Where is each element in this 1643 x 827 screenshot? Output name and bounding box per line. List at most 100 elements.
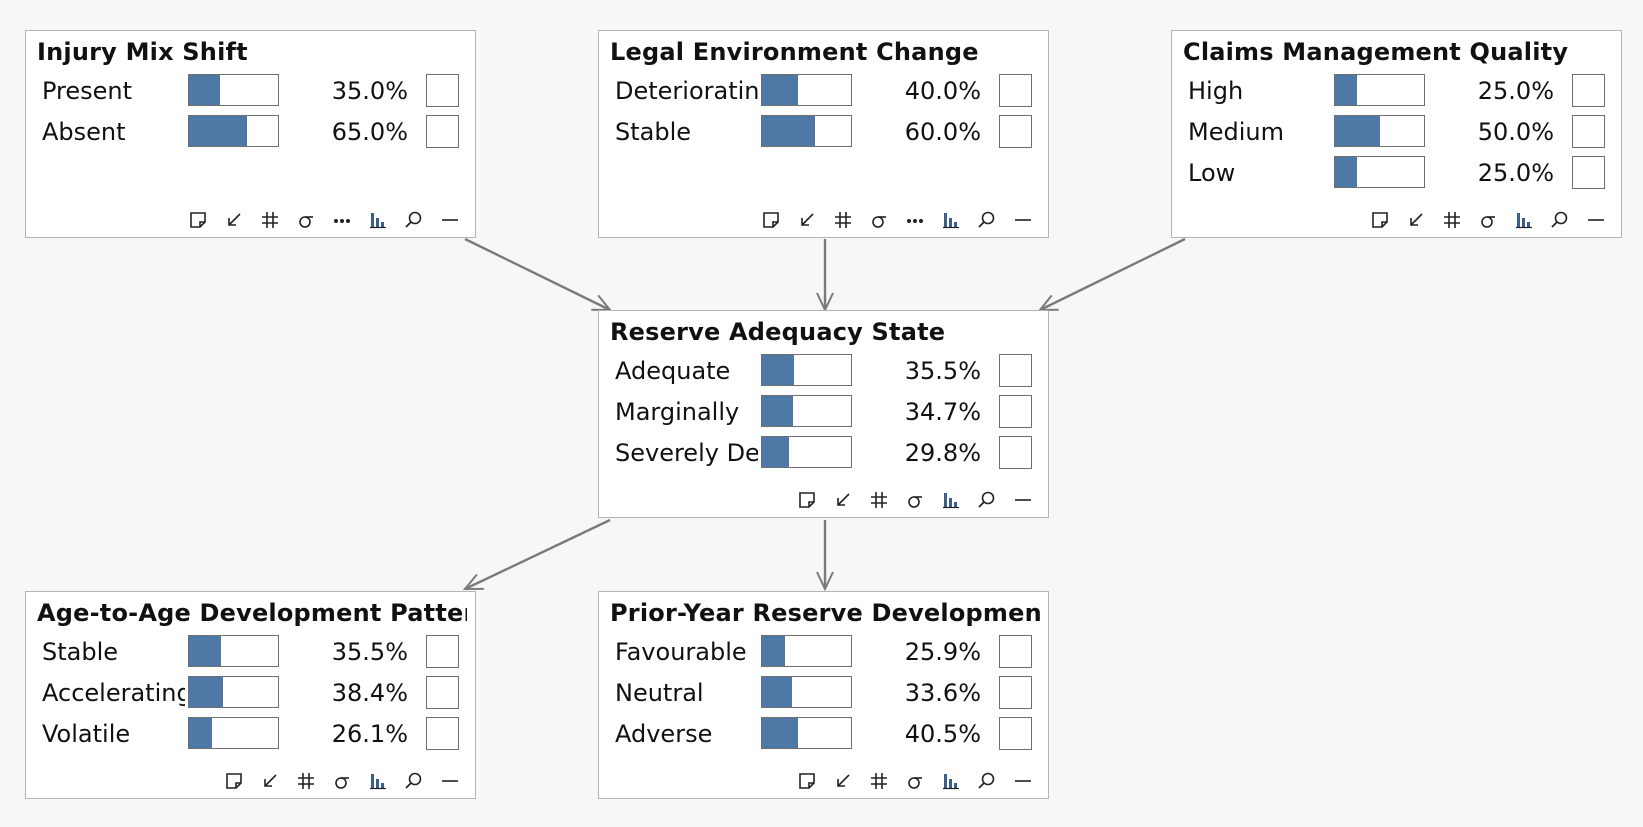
- node-age-to-age-development-pattern[interactable]: Age-to-Age Development Pattern Stable 35.…: [25, 591, 476, 799]
- edge-claims-to-reserve[interactable]: [1040, 237, 1186, 312]
- state-probability: 65.0%: [331, 118, 408, 146]
- arrow-in-icon[interactable]: [257, 770, 283, 792]
- minimize-icon[interactable]: [1583, 209, 1609, 231]
- bar-chart-icon[interactable]: [1511, 209, 1537, 231]
- note-icon[interactable]: [794, 770, 820, 792]
- node-claims-management-quality[interactable]: Claims Management Quality High 25.0% Mediu…: [1171, 30, 1622, 238]
- arrow-in-icon[interactable]: [221, 209, 247, 231]
- node-reserve-adequacy-state[interactable]: Reserve Adequacy State Adequate 35.5% Marg…: [598, 310, 1049, 518]
- probability-bar-fill: [189, 116, 247, 146]
- probability-bar-fill: [1335, 75, 1358, 105]
- evidence-checkbox[interactable]: [999, 395, 1032, 428]
- edge-reserve-to-age[interactable]: [465, 518, 611, 591]
- hash-icon[interactable]: [1439, 209, 1465, 231]
- evidence-checkbox[interactable]: [426, 74, 459, 107]
- evidence-checkbox[interactable]: [426, 676, 459, 709]
- zoom-icon[interactable]: [401, 209, 427, 231]
- state-row: Stable 60.0%: [599, 115, 1048, 149]
- evidence-checkbox[interactable]: [1572, 115, 1605, 148]
- bar-chart-icon[interactable]: [938, 770, 964, 792]
- sigma-icon[interactable]: [902, 770, 928, 792]
- state-probability: 33.6%: [904, 679, 981, 707]
- state-label: High: [1188, 77, 1244, 105]
- state-label: Present: [42, 77, 133, 105]
- probability-bar-fill: [189, 75, 221, 105]
- arrow-in-icon[interactable]: [830, 770, 856, 792]
- evidence-checkbox[interactable]: [999, 635, 1032, 668]
- zoom-icon[interactable]: [974, 770, 1000, 792]
- more-icon[interactable]: [329, 209, 355, 231]
- arrow-in-icon[interactable]: [830, 489, 856, 511]
- state-label: Adverse: [615, 720, 713, 748]
- sigma-icon[interactable]: [293, 209, 319, 231]
- evidence-checkbox[interactable]: [999, 115, 1032, 148]
- edge-injury-to-reserve[interactable]: [464, 237, 610, 312]
- node-toolbar: [794, 489, 1036, 511]
- node-legal-environment-change[interactable]: Legal Environment Change Deteriorating 40…: [598, 30, 1049, 238]
- probability-bar-fill: [1335, 157, 1358, 187]
- bar-chart-icon[interactable]: [938, 209, 964, 231]
- probability-bar: [1334, 115, 1425, 147]
- evidence-checkbox[interactable]: [999, 717, 1032, 750]
- evidence-checkbox[interactable]: [999, 74, 1032, 107]
- note-icon[interactable]: [794, 489, 820, 511]
- state-row: Stable 35.5%: [26, 635, 475, 669]
- zoom-icon[interactable]: [1547, 209, 1573, 231]
- note-icon[interactable]: [758, 209, 784, 231]
- minimize-icon[interactable]: [437, 209, 463, 231]
- hash-icon[interactable]: [257, 209, 283, 231]
- probability-bar-fill: [189, 718, 213, 748]
- bar-chart-icon[interactable]: [365, 209, 391, 231]
- minimize-icon[interactable]: [437, 770, 463, 792]
- state-probability: 60.0%: [904, 118, 981, 146]
- evidence-checkbox[interactable]: [999, 676, 1032, 709]
- zoom-icon[interactable]: [974, 209, 1000, 231]
- minimize-icon[interactable]: [1010, 770, 1036, 792]
- probability-bar-fill: [189, 677, 224, 707]
- sigma-icon[interactable]: [902, 489, 928, 511]
- note-icon[interactable]: [1367, 209, 1393, 231]
- arrow-in-icon[interactable]: [794, 209, 820, 231]
- bar-chart-icon[interactable]: [938, 489, 964, 511]
- probability-bar: [188, 74, 279, 106]
- bar-chart-icon[interactable]: [365, 770, 391, 792]
- hash-icon[interactable]: [866, 489, 892, 511]
- evidence-checkbox[interactable]: [999, 354, 1032, 387]
- state-row: Deteriorating 40.0%: [599, 74, 1048, 108]
- sigma-icon[interactable]: [1475, 209, 1501, 231]
- state-row: Adverse 40.5%: [599, 717, 1048, 751]
- evidence-checkbox[interactable]: [426, 635, 459, 668]
- probability-bar-fill: [762, 355, 794, 385]
- sigma-icon[interactable]: [329, 770, 355, 792]
- node-title: Injury Mix Shift: [37, 38, 248, 66]
- state-label: Severely Deficient: [615, 439, 758, 467]
- evidence-checkbox[interactable]: [1572, 74, 1605, 107]
- state-row: Medium 50.0%: [1172, 115, 1621, 149]
- probability-bar: [1334, 156, 1425, 188]
- sigma-icon[interactable]: [866, 209, 892, 231]
- note-icon[interactable]: [185, 209, 211, 231]
- zoom-icon[interactable]: [974, 489, 1000, 511]
- arrow-in-icon[interactable]: [1403, 209, 1429, 231]
- state-row: Absent 65.0%: [26, 115, 475, 149]
- note-icon[interactable]: [221, 770, 247, 792]
- hash-icon[interactable]: [293, 770, 319, 792]
- node-prior-year-reserve-development[interactable]: Prior-Year Reserve Development Favourabl…: [598, 591, 1049, 799]
- more-icon[interactable]: [902, 209, 928, 231]
- state-label: Stable: [615, 118, 692, 146]
- node-injury-mix-shift[interactable]: Injury Mix Shift Present 35.0% Absent 65.0%: [25, 30, 476, 238]
- evidence-checkbox[interactable]: [999, 436, 1032, 469]
- evidence-checkbox[interactable]: [426, 115, 459, 148]
- state-row: Favourable 25.9%: [599, 635, 1048, 669]
- evidence-checkbox[interactable]: [1572, 156, 1605, 189]
- hash-icon[interactable]: [830, 209, 856, 231]
- evidence-checkbox[interactable]: [426, 717, 459, 750]
- minimize-icon[interactable]: [1010, 489, 1036, 511]
- zoom-icon[interactable]: [401, 770, 427, 792]
- node-toolbar: [221, 770, 463, 792]
- hash-icon[interactable]: [866, 770, 892, 792]
- node-toolbar: [758, 209, 1036, 231]
- probability-bar: [761, 115, 852, 147]
- minimize-icon[interactable]: [1010, 209, 1036, 231]
- state-probability: 35.0%: [331, 77, 408, 105]
